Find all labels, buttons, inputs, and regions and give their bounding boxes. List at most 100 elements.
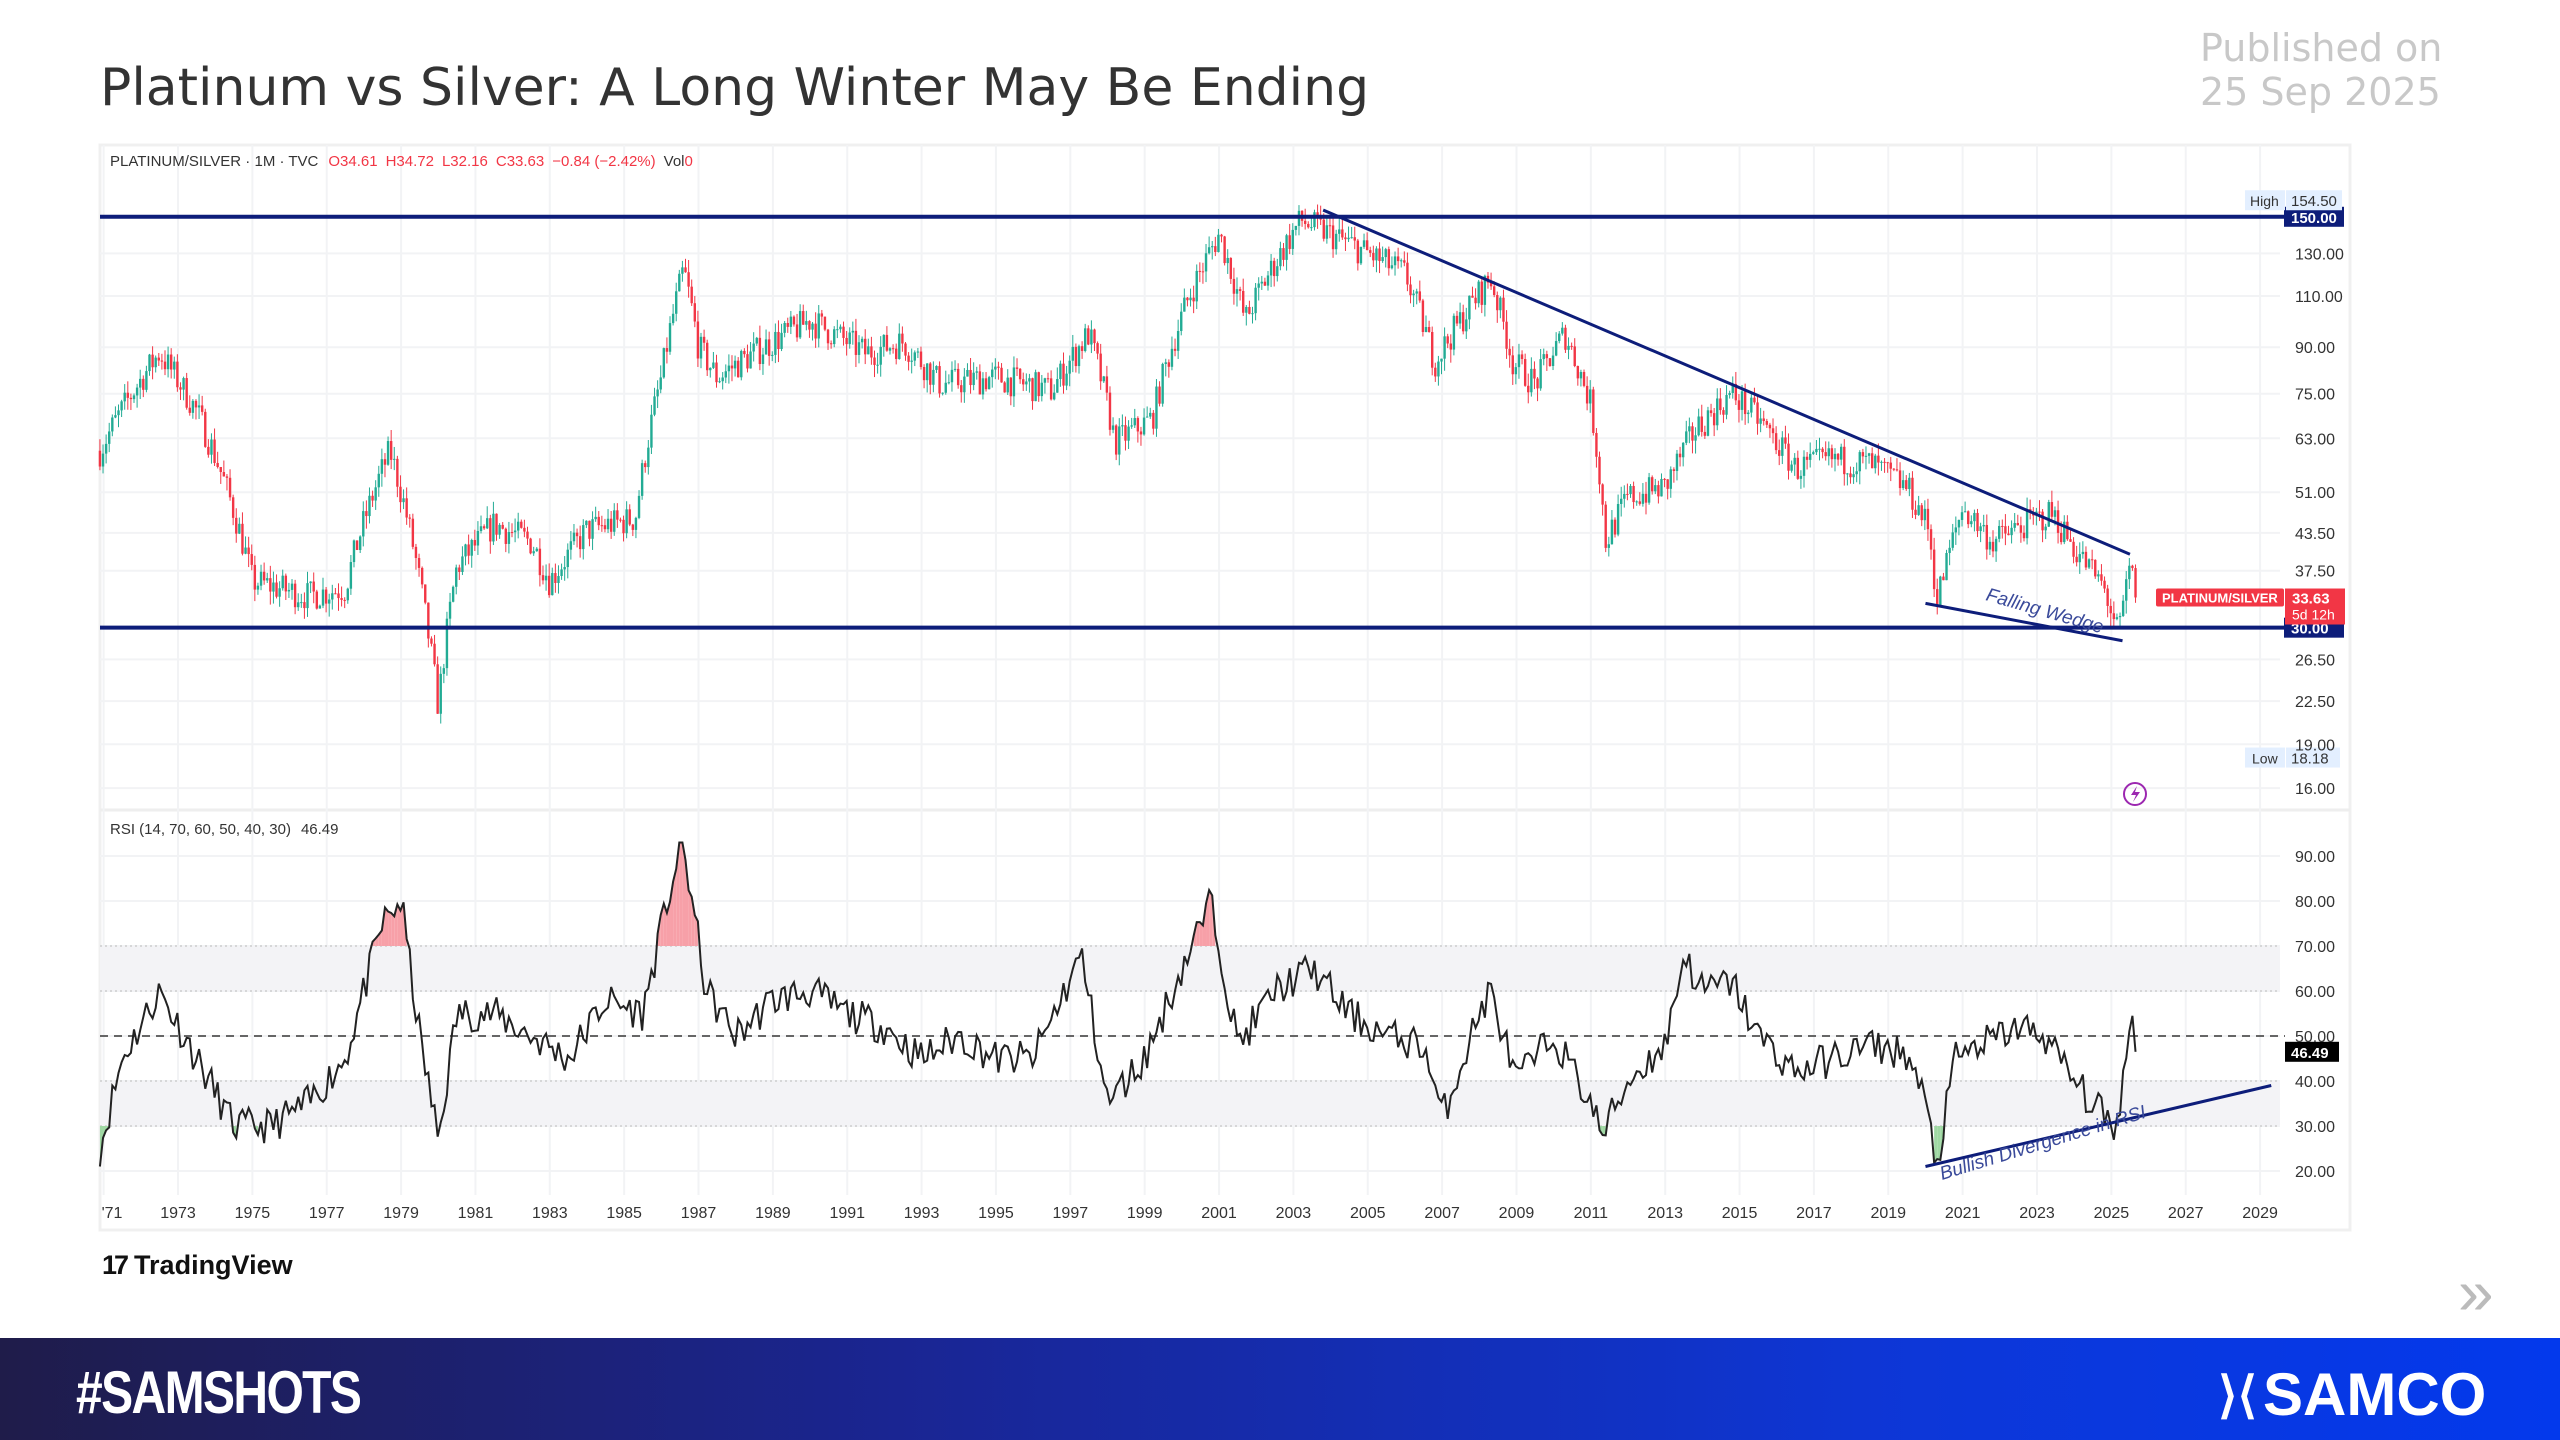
candle-body xyxy=(2016,523,2019,526)
candle-body xyxy=(1359,246,1363,264)
candle-body xyxy=(1006,377,1009,393)
candle-body xyxy=(507,532,511,544)
candle-body xyxy=(2004,526,2007,534)
candle-body xyxy=(1520,354,1524,360)
candle-body xyxy=(1186,297,1189,301)
candle-body xyxy=(1313,212,1316,228)
candle-body xyxy=(975,371,978,373)
candle-body xyxy=(321,589,325,606)
candle-body xyxy=(430,638,433,644)
candle-body xyxy=(1799,475,1803,479)
candle-body xyxy=(659,377,662,390)
candle-body xyxy=(114,415,117,418)
candle-body xyxy=(1787,443,1790,471)
candle-body xyxy=(644,463,647,468)
candle-body xyxy=(1341,229,1344,238)
candle-body xyxy=(1145,416,1149,418)
candle-body xyxy=(1802,456,1806,476)
candle-body xyxy=(1211,246,1214,248)
chevron-right-icon[interactable]: » xyxy=(2458,1256,2494,1328)
candle-body xyxy=(1991,541,1995,552)
candle-body xyxy=(492,513,495,542)
candle-body xyxy=(1613,519,1617,535)
rsi-tick-label: 80.00 xyxy=(2295,894,2335,911)
candle-body xyxy=(1164,362,1167,364)
candle-body xyxy=(396,458,399,487)
candle-body xyxy=(671,313,675,324)
tradingview-icon: 17 xyxy=(102,1250,129,1280)
candle-body xyxy=(941,392,944,394)
candle-body xyxy=(1455,315,1459,324)
candle-body xyxy=(771,354,774,356)
candle-body xyxy=(235,517,238,534)
symbol-badge-label: PLATINUM/SILVER xyxy=(2162,591,2278,606)
candle-body xyxy=(2075,556,2078,563)
candle-body xyxy=(1272,260,1276,277)
candle-body xyxy=(2044,526,2047,531)
candle-body xyxy=(891,348,895,350)
candle-body xyxy=(950,369,954,383)
level-label: 30.00 xyxy=(2291,621,2329,638)
candle-body xyxy=(606,518,610,530)
candle-body xyxy=(231,497,235,518)
candle-body xyxy=(764,339,768,355)
candle-body xyxy=(1805,456,1809,460)
candle-body xyxy=(1561,327,1564,334)
lightning-icon[interactable] xyxy=(2123,782,2147,806)
candle-body xyxy=(1830,448,1834,460)
price-tick-label: 16.00 xyxy=(2295,781,2335,798)
candle-body xyxy=(513,530,517,533)
candle-body xyxy=(1870,453,1874,469)
candle-body xyxy=(1753,397,1756,403)
candle-body xyxy=(1589,389,1592,404)
legend-vol: 0 xyxy=(685,153,693,170)
last-price: 33.63 xyxy=(2292,591,2330,608)
candle-body xyxy=(1719,398,1722,411)
candle-body xyxy=(408,517,411,519)
candle-body xyxy=(839,326,842,330)
candle-body xyxy=(1043,378,1047,383)
trendline xyxy=(1322,208,2131,556)
candle-body xyxy=(247,547,250,555)
candle-body xyxy=(557,576,560,583)
x-tick-label: 1973 xyxy=(160,1205,196,1222)
candle-body xyxy=(1229,257,1233,279)
candle-body xyxy=(104,443,108,454)
candle-body xyxy=(1334,233,1338,250)
candle-body xyxy=(1365,240,1369,251)
candle-body xyxy=(2121,600,2125,617)
candle-body xyxy=(498,524,501,535)
candle-body xyxy=(526,531,529,539)
candle-body xyxy=(795,324,799,338)
candle-body xyxy=(888,348,892,351)
candle-body xyxy=(306,583,309,609)
candle-body xyxy=(1263,281,1267,286)
candle-body xyxy=(1350,237,1353,239)
candle-body xyxy=(1328,225,1332,227)
x-tick-label: 1985 xyxy=(606,1205,642,1222)
candle-body xyxy=(256,585,260,590)
candle-body xyxy=(1400,260,1403,262)
candle-body xyxy=(204,411,207,447)
candle-body xyxy=(1523,359,1527,386)
candle-body xyxy=(1195,270,1198,302)
candle-body xyxy=(200,405,204,412)
rsi-value: 46.49 xyxy=(2291,1045,2329,1062)
overbought-fill xyxy=(663,903,667,946)
x-tick-label: 1979 xyxy=(383,1205,419,1222)
candle-body xyxy=(1672,469,1676,471)
candle-body xyxy=(1790,464,1793,471)
candle-body xyxy=(845,337,848,345)
candle-body xyxy=(1536,378,1539,389)
candle-body xyxy=(1427,327,1431,332)
candle-body xyxy=(510,532,514,534)
candle-body xyxy=(368,495,371,517)
candle-body xyxy=(786,322,789,327)
candle-body xyxy=(489,518,492,542)
candle-body xyxy=(238,523,241,534)
candle-body xyxy=(1458,312,1462,324)
candle-body xyxy=(1489,282,1493,287)
candle-body xyxy=(1567,345,1570,350)
legend-vol-label: Vol xyxy=(664,153,685,170)
